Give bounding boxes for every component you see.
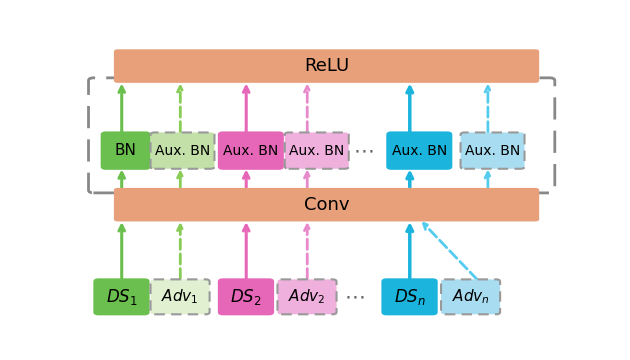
Text: Aux. BN: Aux. BN xyxy=(155,144,210,158)
Text: Aux. BN: Aux. BN xyxy=(465,144,520,158)
FancyBboxPatch shape xyxy=(94,279,149,314)
FancyBboxPatch shape xyxy=(461,132,525,169)
Text: Aux. BN: Aux. BN xyxy=(392,144,447,158)
Text: $Adv_2$: $Adv_2$ xyxy=(288,288,326,306)
Text: $DS_n$: $DS_n$ xyxy=(394,287,425,307)
Text: ReLU: ReLU xyxy=(304,57,349,75)
FancyBboxPatch shape xyxy=(382,279,437,314)
FancyBboxPatch shape xyxy=(387,132,451,169)
Text: BN: BN xyxy=(115,143,137,158)
Text: $\cdots$: $\cdots$ xyxy=(345,287,365,307)
Text: $DS_2$: $DS_2$ xyxy=(230,287,262,307)
Text: $DS_1$: $DS_1$ xyxy=(106,287,137,307)
Text: $Adv_n$: $Adv_n$ xyxy=(452,288,490,306)
FancyBboxPatch shape xyxy=(219,132,283,169)
FancyBboxPatch shape xyxy=(151,132,214,169)
FancyBboxPatch shape xyxy=(114,188,539,221)
Text: Aux. BN: Aux. BN xyxy=(289,144,345,158)
FancyBboxPatch shape xyxy=(151,279,210,314)
Text: $\cdots$: $\cdots$ xyxy=(353,140,373,161)
FancyBboxPatch shape xyxy=(277,279,336,314)
FancyBboxPatch shape xyxy=(101,132,149,169)
Text: Conv: Conv xyxy=(304,196,349,214)
FancyBboxPatch shape xyxy=(114,49,539,83)
FancyBboxPatch shape xyxy=(441,279,500,314)
FancyBboxPatch shape xyxy=(285,132,349,169)
Text: $Adv_1$: $Adv_1$ xyxy=(161,288,199,306)
FancyBboxPatch shape xyxy=(219,279,273,314)
Text: Aux. BN: Aux. BN xyxy=(223,144,278,158)
